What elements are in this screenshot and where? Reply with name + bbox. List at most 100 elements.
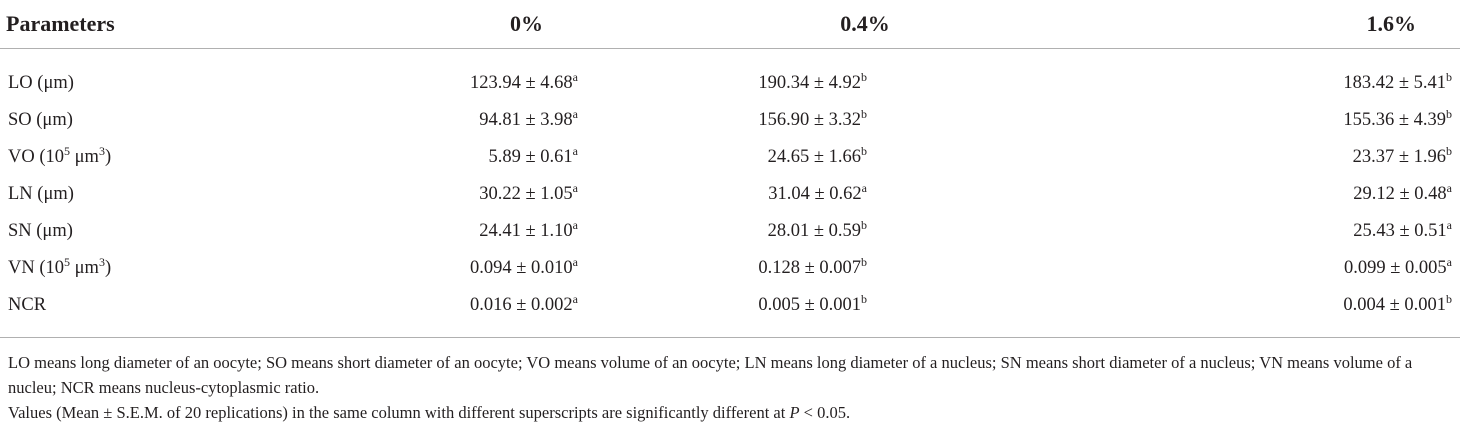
table-row: LN (μm) 30.22 ± 1.05a 31.04 ± 0.62a 29.12 ±… (0, 176, 1460, 213)
table-cell: 123.94 ± 4.68a (300, 65, 720, 102)
cell-superscript: b (861, 255, 867, 269)
footnote-abbreviations: LO means long diameter of an oocyte; SO … (8, 353, 1413, 397)
row-label-unit: μm (70, 147, 99, 167)
cell-superscript: b (1446, 107, 1452, 121)
header-0-percent: 0% (300, 0, 720, 49)
cell-superscript: b (861, 218, 867, 232)
table-cell: 0.094 ± 0.010a (300, 250, 720, 287)
row-label-superscript-2: 3 (98, 255, 105, 269)
data-table-container: Parameters 0% 0.4% 1.6% LO (μm) 123.94 ± … (0, 0, 1460, 332)
row-label: SN (μm) (0, 213, 300, 250)
cell-value: 190.34 ± 4.92 (758, 73, 861, 93)
footnote-p-symbol: P (789, 403, 800, 422)
cell-value: 123.94 ± 4.68 (470, 73, 573, 93)
row-label: VN (105 μm3) (0, 250, 300, 287)
table-footnotes: LO means long diameter of an oocyte; SO … (0, 337, 1460, 425)
row-label: NCR (0, 287, 300, 332)
table-cell: 30.22 ± 1.05a (300, 176, 720, 213)
table-cell: 5.89 ± 0.61a (300, 139, 720, 176)
table-row: SO (μm) 94.81 ± 3.98a 156.90 ± 3.32b 155.36… (0, 102, 1460, 139)
cell-superscript: a (572, 70, 578, 84)
cell-value: 24.65 ± 1.66 (767, 147, 861, 167)
table-cell: 29.12 ± 0.48a (1010, 176, 1460, 213)
table-cell: 25.43 ± 0.51a (1010, 213, 1460, 250)
footnote-significance-threshold: < 0.05. (799, 403, 851, 422)
cell-superscript: b (861, 144, 867, 158)
cell-superscript: a (572, 218, 578, 232)
row-label-superscript: 5 (64, 255, 71, 269)
table-cell: 28.01 ± 0.59b (720, 213, 1010, 250)
table-cell: 0.005 ± 0.001b (720, 287, 1010, 332)
cell-value: 31.04 ± 0.62 (768, 184, 862, 204)
table-cell: 0.099 ± 0.005a (1010, 250, 1460, 287)
table-header-row: Parameters 0% 0.4% 1.6% (0, 0, 1460, 49)
row-label-tail: ) (104, 258, 112, 278)
table-row: VN (105 μm3) 0.094 ± 0.010a 0.128 ± 0.007b… (0, 250, 1460, 287)
cell-value: 0.005 ± 0.001 (758, 295, 861, 315)
table-row: LO (μm) 123.94 ± 4.68a 190.34 ± 4.92b 183.4… (0, 65, 1460, 102)
row-label-superscript: 5 (64, 144, 71, 158)
table-cell: 0.004 ± 0.001b (1010, 287, 1460, 332)
table-cell: 24.41 ± 1.10a (300, 213, 720, 250)
table-spacer-row (0, 49, 1460, 66)
cell-superscript: a (572, 292, 578, 306)
cell-value: 30.22 ± 1.05 (479, 184, 573, 204)
table-cell: 24.65 ± 1.66b (720, 139, 1010, 176)
row-label: VO (105 μm3) (0, 139, 300, 176)
cell-superscript: b (861, 70, 867, 84)
table-cell: 190.34 ± 4.92b (720, 65, 1010, 102)
row-label-unit: μm (70, 258, 99, 278)
cell-value: 0.128 ± 0.007 (758, 258, 861, 278)
table-cell: 0.016 ± 0.002a (300, 287, 720, 332)
table-cell: 155.36 ± 4.39b (1010, 102, 1460, 139)
table-cell: 23.37 ± 1.96b (1010, 139, 1460, 176)
row-label: SO (μm) (0, 102, 300, 139)
cell-superscript: a (1446, 255, 1452, 269)
cell-value: 0.099 ± 0.005 (1344, 258, 1447, 278)
row-label-text: LN (μm) (8, 184, 74, 204)
footnote-significance-text: Values (Mean ± S.E.M. of 20 replications… (8, 403, 790, 422)
cell-value: 25.43 ± 0.51 (1353, 221, 1447, 241)
row-label-text: VO (10 (8, 147, 65, 167)
cell-value: 0.094 ± 0.010 (470, 258, 573, 278)
cell-value: 5.89 ± 0.61 (488, 147, 573, 167)
cell-value: 24.41 ± 1.10 (479, 221, 573, 241)
cell-superscript: a (1446, 218, 1452, 232)
row-label-text: SN (μm) (8, 221, 73, 241)
table-row: SN (μm) 24.41 ± 1.10a 28.01 ± 0.59b 25.43 ±… (0, 213, 1460, 250)
header-parameters: Parameters (0, 0, 300, 49)
table-cell: 183.42 ± 5.41b (1010, 65, 1460, 102)
cell-superscript: a (572, 107, 578, 121)
cell-value: 94.81 ± 3.98 (479, 110, 573, 130)
row-label-text: NCR (8, 295, 47, 315)
cell-value: 0.004 ± 0.001 (1343, 295, 1446, 315)
cell-superscript: b (861, 107, 867, 121)
cell-value: 0.016 ± 0.002 (470, 295, 573, 315)
header-0-4-percent: 0.4% (720, 0, 1010, 49)
cell-superscript: b (1446, 70, 1452, 84)
cell-superscript: a (572, 144, 578, 158)
table-cell: 156.90 ± 3.32b (720, 102, 1010, 139)
header-1-6-percent: 1.6% (1010, 0, 1460, 49)
row-label-text: SO (μm) (8, 110, 73, 130)
cell-value: 28.01 ± 0.59 (767, 221, 861, 241)
row-label: LN (μm) (0, 176, 300, 213)
cell-superscript: a (572, 255, 578, 269)
cell-value: 155.36 ± 4.39 (1343, 110, 1446, 130)
cell-superscript: b (1446, 144, 1452, 158)
table-cell: 0.128 ± 0.007b (720, 250, 1010, 287)
cell-value: 29.12 ± 0.48 (1353, 184, 1447, 204)
cell-value: 23.37 ± 1.96 (1352, 147, 1446, 167)
table-cell: 31.04 ± 0.62a (720, 176, 1010, 213)
row-label-superscript-2: 3 (98, 144, 105, 158)
cell-superscript: b (861, 292, 867, 306)
cell-superscript: a (1446, 181, 1452, 195)
footnote-significance: Values (Mean ± S.E.M. of 20 replications… (8, 400, 1460, 425)
row-label-text: VN (10 (8, 258, 65, 278)
table-cell: 94.81 ± 3.98a (300, 102, 720, 139)
cell-superscript: a (861, 181, 867, 195)
row-label-text: LO (μm) (8, 73, 74, 93)
table-row: VO (105 μm3) 5.89 ± 0.61a 24.65 ± 1.66b 23.… (0, 139, 1460, 176)
cell-superscript: a (572, 181, 578, 195)
data-table: Parameters 0% 0.4% 1.6% LO (μm) 123.94 ± … (0, 0, 1460, 332)
